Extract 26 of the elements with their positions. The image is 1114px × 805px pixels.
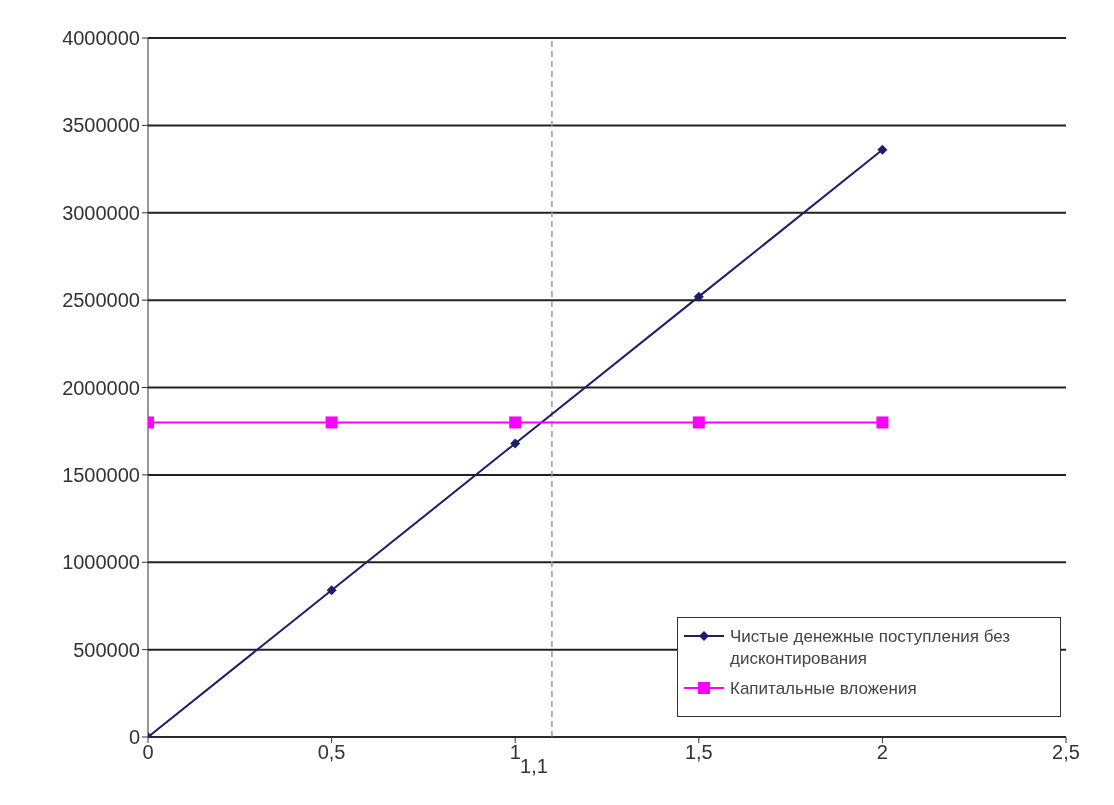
y-tick-label: 1000000	[62, 551, 140, 574]
y-tick-label: 0	[128, 726, 140, 749]
x-tick-label: 0,5	[317, 741, 346, 764]
x-tick-label: 2	[876, 741, 888, 764]
point	[876, 416, 889, 429]
point	[877, 144, 888, 155]
y-tick-label: 4000000	[62, 27, 140, 50]
x-tick-label: 1,5	[684, 741, 713, 764]
point	[692, 416, 705, 429]
legend-label: Капитальные вложения	[730, 678, 917, 700]
y-tick-label: 2500000	[62, 289, 140, 312]
y-tick-label: 3500000	[62, 114, 140, 137]
point	[510, 438, 521, 449]
y-tick-label: 1500000	[62, 463, 140, 486]
x-tick-label: 1	[509, 741, 521, 764]
x-tick-label: 2,5	[1052, 741, 1080, 764]
point	[509, 416, 522, 429]
ref-line-label: 1,1	[520, 755, 548, 777]
legend-label: Чистые денежные поступления без дисконтирования	[730, 626, 1012, 670]
y-tick-label: 500000	[73, 638, 140, 661]
x-tick-label: 0	[142, 741, 154, 764]
y-tick-label: 2000000	[62, 376, 140, 399]
point	[693, 291, 704, 302]
point	[325, 416, 338, 429]
point	[326, 585, 337, 596]
y-tick-label: 3000000	[62, 201, 140, 224]
